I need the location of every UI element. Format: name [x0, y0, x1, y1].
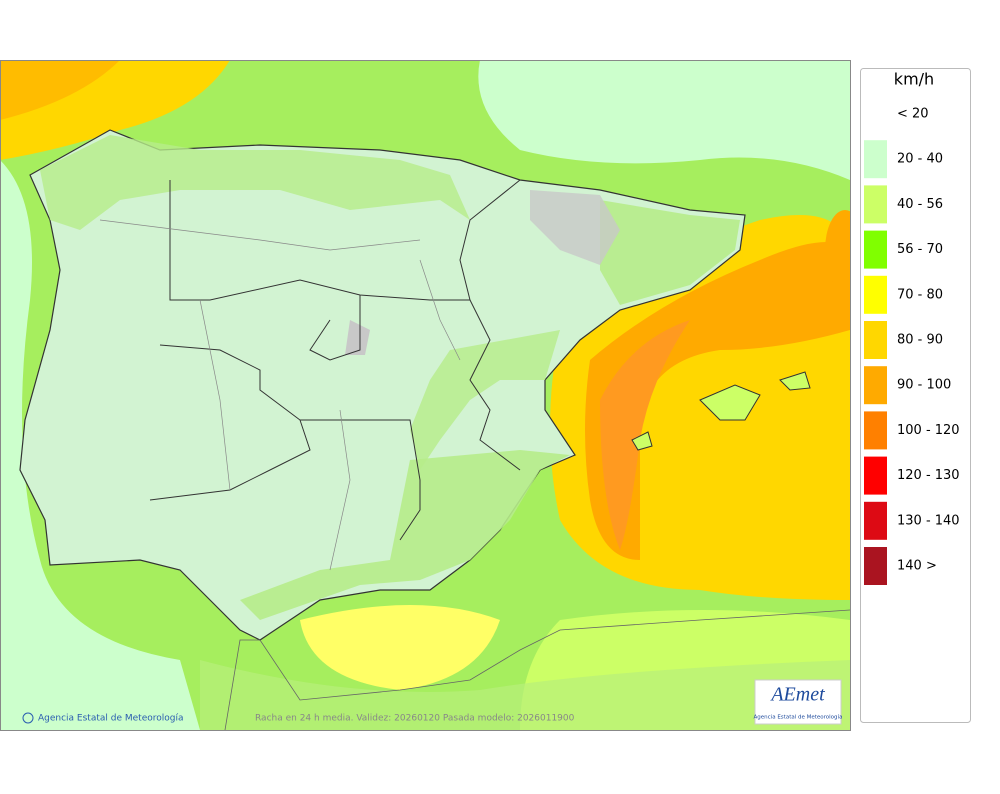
caption: Racha en 24 h media. Validez: 20260120 P…	[255, 714, 575, 724]
legend-label: 40 - 56	[897, 197, 943, 212]
legend-swatch	[864, 547, 887, 585]
credit: Agencia Estatal de Meteorología	[38, 714, 184, 724]
legend-swatch	[864, 185, 887, 224]
legend-label: 130 - 140	[897, 513, 960, 528]
region-borders	[149, 179, 521, 541]
balearic-islands	[631, 371, 811, 451]
legend-swatch	[864, 140, 887, 179]
legend-box	[860, 68, 971, 723]
legend-unit: km/h	[894, 70, 934, 89]
legend-label: 140 >	[897, 559, 937, 574]
legend-label: 90 - 100	[897, 378, 951, 393]
copyright-icon	[22, 712, 34, 724]
footer: Agencia Estatal de Meteorología Racha en…	[22, 712, 575, 724]
legend: km/h < 20 20 - 40 40 - 56 56 - 70 70 - 80 80 …	[860, 68, 971, 723]
logo: AEmet Agencia Estatal de Meteorología	[754, 679, 843, 725]
legend-swatch	[864, 501, 887, 540]
province-borders	[99, 219, 461, 571]
legend-swatch	[864, 366, 887, 405]
map-field	[0, 60, 850, 730]
logo-box	[754, 679, 842, 725]
legend-label: 70 - 80	[897, 287, 943, 302]
legend-label: < 20	[897, 107, 929, 122]
legend-label: 100 - 120	[897, 423, 960, 438]
logo-name: AEmet	[769, 684, 825, 706]
legend-swatch	[864, 456, 887, 495]
legend-label: 20 - 40	[897, 152, 943, 167]
legend-swatch	[864, 230, 887, 269]
legend-label: 120 - 130	[897, 468, 960, 483]
map-frame	[0, 60, 851, 731]
legend-swatch	[864, 411, 887, 450]
legend-swatch	[864, 321, 887, 359]
legend-label: 56 - 70	[897, 242, 943, 257]
legend-swatch	[864, 275, 887, 314]
legend-label: 80 - 90	[897, 333, 943, 348]
logo-subtitle: Agencia Estatal de Meteorología	[754, 714, 843, 721]
